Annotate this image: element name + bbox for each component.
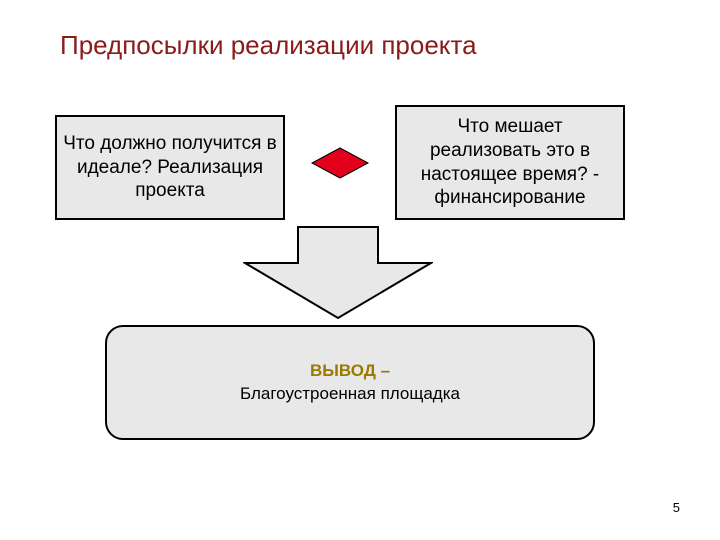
conclusion-box: ВЫВОД – Благоустроенная площадка (105, 325, 595, 440)
page-title: Предпосылки реализации проекта (60, 30, 660, 61)
box-obstacle: Что мешает реализовать это в настоящее в… (395, 105, 625, 220)
arrow-down-icon (243, 225, 433, 320)
diamond-icon (310, 146, 370, 180)
conclusion-title: ВЫВОД – (310, 360, 390, 382)
conclusion-body: Благоустроенная площадка (240, 383, 460, 405)
slide: { "slide": { "title": { "text": "Предпос… (0, 0, 720, 540)
box-ideal: Что должно получится в идеале? Реализаци… (55, 115, 285, 220)
page-number: 5 (673, 500, 680, 515)
